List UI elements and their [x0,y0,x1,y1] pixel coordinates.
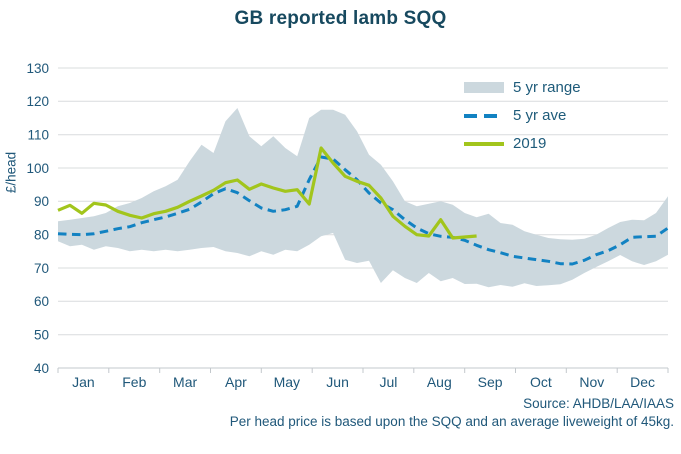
svg-text:Nov: Nov [579,374,604,390]
svg-text:Feb: Feb [122,374,146,390]
svg-text:Aug: Aug [427,374,452,390]
range-swatch-icon [464,82,504,93]
svg-text:110: 110 [27,128,49,143]
series-5yr-ave [57,155,669,266]
legend-label: 5 yr range [513,79,581,96]
legend-item-2019: 2019 [464,135,581,152]
svg-text:70: 70 [34,261,49,276]
x-axis [57,368,669,373]
band-5yr-range [58,108,668,288]
svg-text:40: 40 [34,361,49,376]
legend-item-5yr-ave: 5 yr ave [464,107,581,124]
line-5yr-ave [57,155,669,266]
svg-text:Jun: Jun [326,374,349,390]
note-text: Per head price is based upon the SQQ and… [229,414,674,429]
x-month-labels: Jan Feb Mar Apr May Jun Jul Aug Sep Oct Nov Dec [72,374,655,390]
series-5yr-range [58,108,668,288]
svg-text:Jul: Jul [379,374,397,390]
svg-text:May: May [274,374,300,390]
svg-text:80: 80 [34,228,49,243]
series-2019 [57,146,477,240]
y-tick-labels: 40 50 60 70 80 90 100 110 120 130 [26,61,49,376]
dashed-line-swatch-icon [464,113,504,118]
chart-title: GB reported lamb SQQ [234,8,447,29]
chart-footer: Source: AHDB/LAA/IAAS Per head price is … [230,395,674,431]
legend-label: 2019 [513,135,547,152]
chart-plot-area: 40 50 60 70 80 90 100 110 120 130 Jan Feb Mar Apr May… [26,61,669,390]
svg-text:130: 130 [26,61,49,76]
legend-label: 5 yr ave [513,107,567,124]
legend: 5 yr range 5 yr ave 2019 [464,79,581,152]
svg-text:Jan: Jan [72,374,95,390]
svg-text:100: 100 [26,161,49,176]
svg-text:Mar: Mar [173,374,197,390]
svg-text:120: 120 [26,94,49,109]
svg-text:Apr: Apr [225,374,247,390]
source-text: Source: AHDB/LAA/IAAS [523,396,674,411]
svg-text:Sep: Sep [478,374,503,390]
svg-text:50: 50 [34,328,49,343]
legend-item-5yr-range: 5 yr range [464,79,581,96]
line-2019 [57,146,477,240]
svg-text:90: 90 [34,194,49,209]
svg-text:Dec: Dec [630,374,655,390]
svg-text:60: 60 [34,294,49,309]
svg-text:Oct: Oct [530,374,552,390]
solid-line-swatch-icon [464,141,504,146]
